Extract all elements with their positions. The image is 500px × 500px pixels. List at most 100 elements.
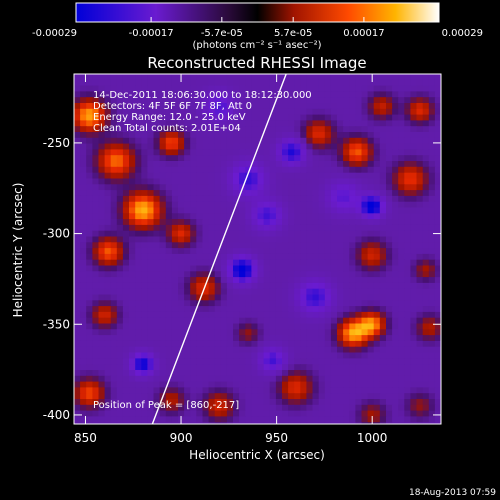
heatmap-cell [288,370,295,377]
heatmap-cell [312,155,320,162]
heatmap-cell [116,213,124,220]
heatmap-cell [373,236,381,243]
heatmap-cell [233,120,240,127]
heatmap-cell [434,242,441,249]
heatmap-cell [404,416,412,423]
heatmap-cell [337,317,344,325]
heatmap-cell [80,219,87,226]
heatmap-cell [147,311,155,319]
heatmap-cell [404,108,412,116]
heatmap-cell [153,195,161,203]
heatmap-cell [269,132,277,139]
heatmap-cell [233,311,240,319]
heatmap-cell [330,97,338,104]
heatmap-cell [294,132,301,139]
heatmap-cell [343,370,350,377]
heatmap-cell [330,103,338,110]
heatmap-cell [367,259,375,267]
heatmap-cell [141,103,149,110]
heatmap-cell [86,323,93,330]
heatmap-cell [330,79,338,87]
heatmap-cell [410,207,418,214]
heatmap-cell [294,143,301,150]
heatmap-cell [306,288,314,296]
heatmap-cell [404,352,412,359]
heatmap-cell [129,277,136,284]
heatmap-cell [386,190,393,197]
heatmap-cell [129,393,136,400]
heatmap-cell [282,422,289,424]
heatmap-cell [428,242,436,249]
heatmap-cell [330,387,338,394]
heatmap-cell [220,422,228,424]
heatmap-cell [373,155,381,162]
heatmap-cell [196,311,204,319]
heatmap-cell [373,242,381,249]
heatmap-cell [98,282,106,290]
heatmap-cell [226,253,234,261]
heatmap-cell [251,132,259,139]
heatmap-cell [312,207,320,214]
heatmap-cell [386,248,393,255]
heatmap-cell [233,364,240,371]
heatmap-cell [275,149,283,156]
heatmap-cell [386,288,393,296]
heatmap-cell [104,190,112,197]
heatmap-cell [122,195,130,203]
heatmap-cell [171,294,179,301]
heatmap-cell [269,381,277,388]
heatmap-cell [245,230,253,238]
heatmap-cell [300,282,308,290]
heatmap-cell [110,340,118,348]
heatmap-cell [318,236,326,243]
heatmap-cell [379,219,387,226]
heatmap-cell [226,114,234,121]
heatmap-cell [92,190,100,197]
heatmap-cell [74,340,81,348]
heatmap-cell [282,213,289,220]
heatmap-cell [129,184,136,191]
heatmap-cell [190,329,197,336]
heatmap-cell [220,416,228,423]
heatmap-cell [257,311,265,319]
heatmap-cell [196,329,204,336]
heatmap-cell [98,236,106,243]
heatmap-cell [245,143,253,150]
heatmap-cell [165,323,173,330]
heatmap-cell [178,277,185,284]
heatmap-cell [263,248,271,255]
heatmap-cell [379,85,387,92]
heatmap-cell [141,294,149,301]
heatmap-cell [245,74,253,81]
heatmap-cell [239,306,246,313]
heatmap-cell [171,97,179,104]
heatmap-cell [294,85,301,92]
heatmap-cell [410,120,418,127]
heatmap-cell [74,364,81,371]
heatmap-cell [220,178,228,185]
heatmap-cell [226,346,234,354]
heatmap-cell [410,155,418,162]
heatmap-cell [386,399,393,406]
heatmap-cell [239,253,246,261]
heatmap-cell [92,323,100,330]
heatmap-cell [110,323,118,330]
heatmap-cell [355,103,363,110]
heatmap-cell [208,346,216,354]
heatmap-cell [208,108,216,116]
heatmap-cell [324,132,332,139]
heatmap-cell [165,161,173,168]
heatmap-cell [398,399,405,406]
heatmap-cell [392,300,399,307]
heatmap-cell [153,306,161,313]
heatmap-cell [410,126,418,133]
heatmap-cell [324,393,332,400]
heatmap-cell [92,137,100,145]
heatmap-cell [141,306,149,313]
heatmap-cell [275,120,283,127]
heatmap-cell [141,132,149,139]
heatmap-cell [184,277,191,284]
heatmap-cell [239,399,246,406]
heatmap-cell [214,381,222,388]
heatmap-cell [159,271,167,278]
